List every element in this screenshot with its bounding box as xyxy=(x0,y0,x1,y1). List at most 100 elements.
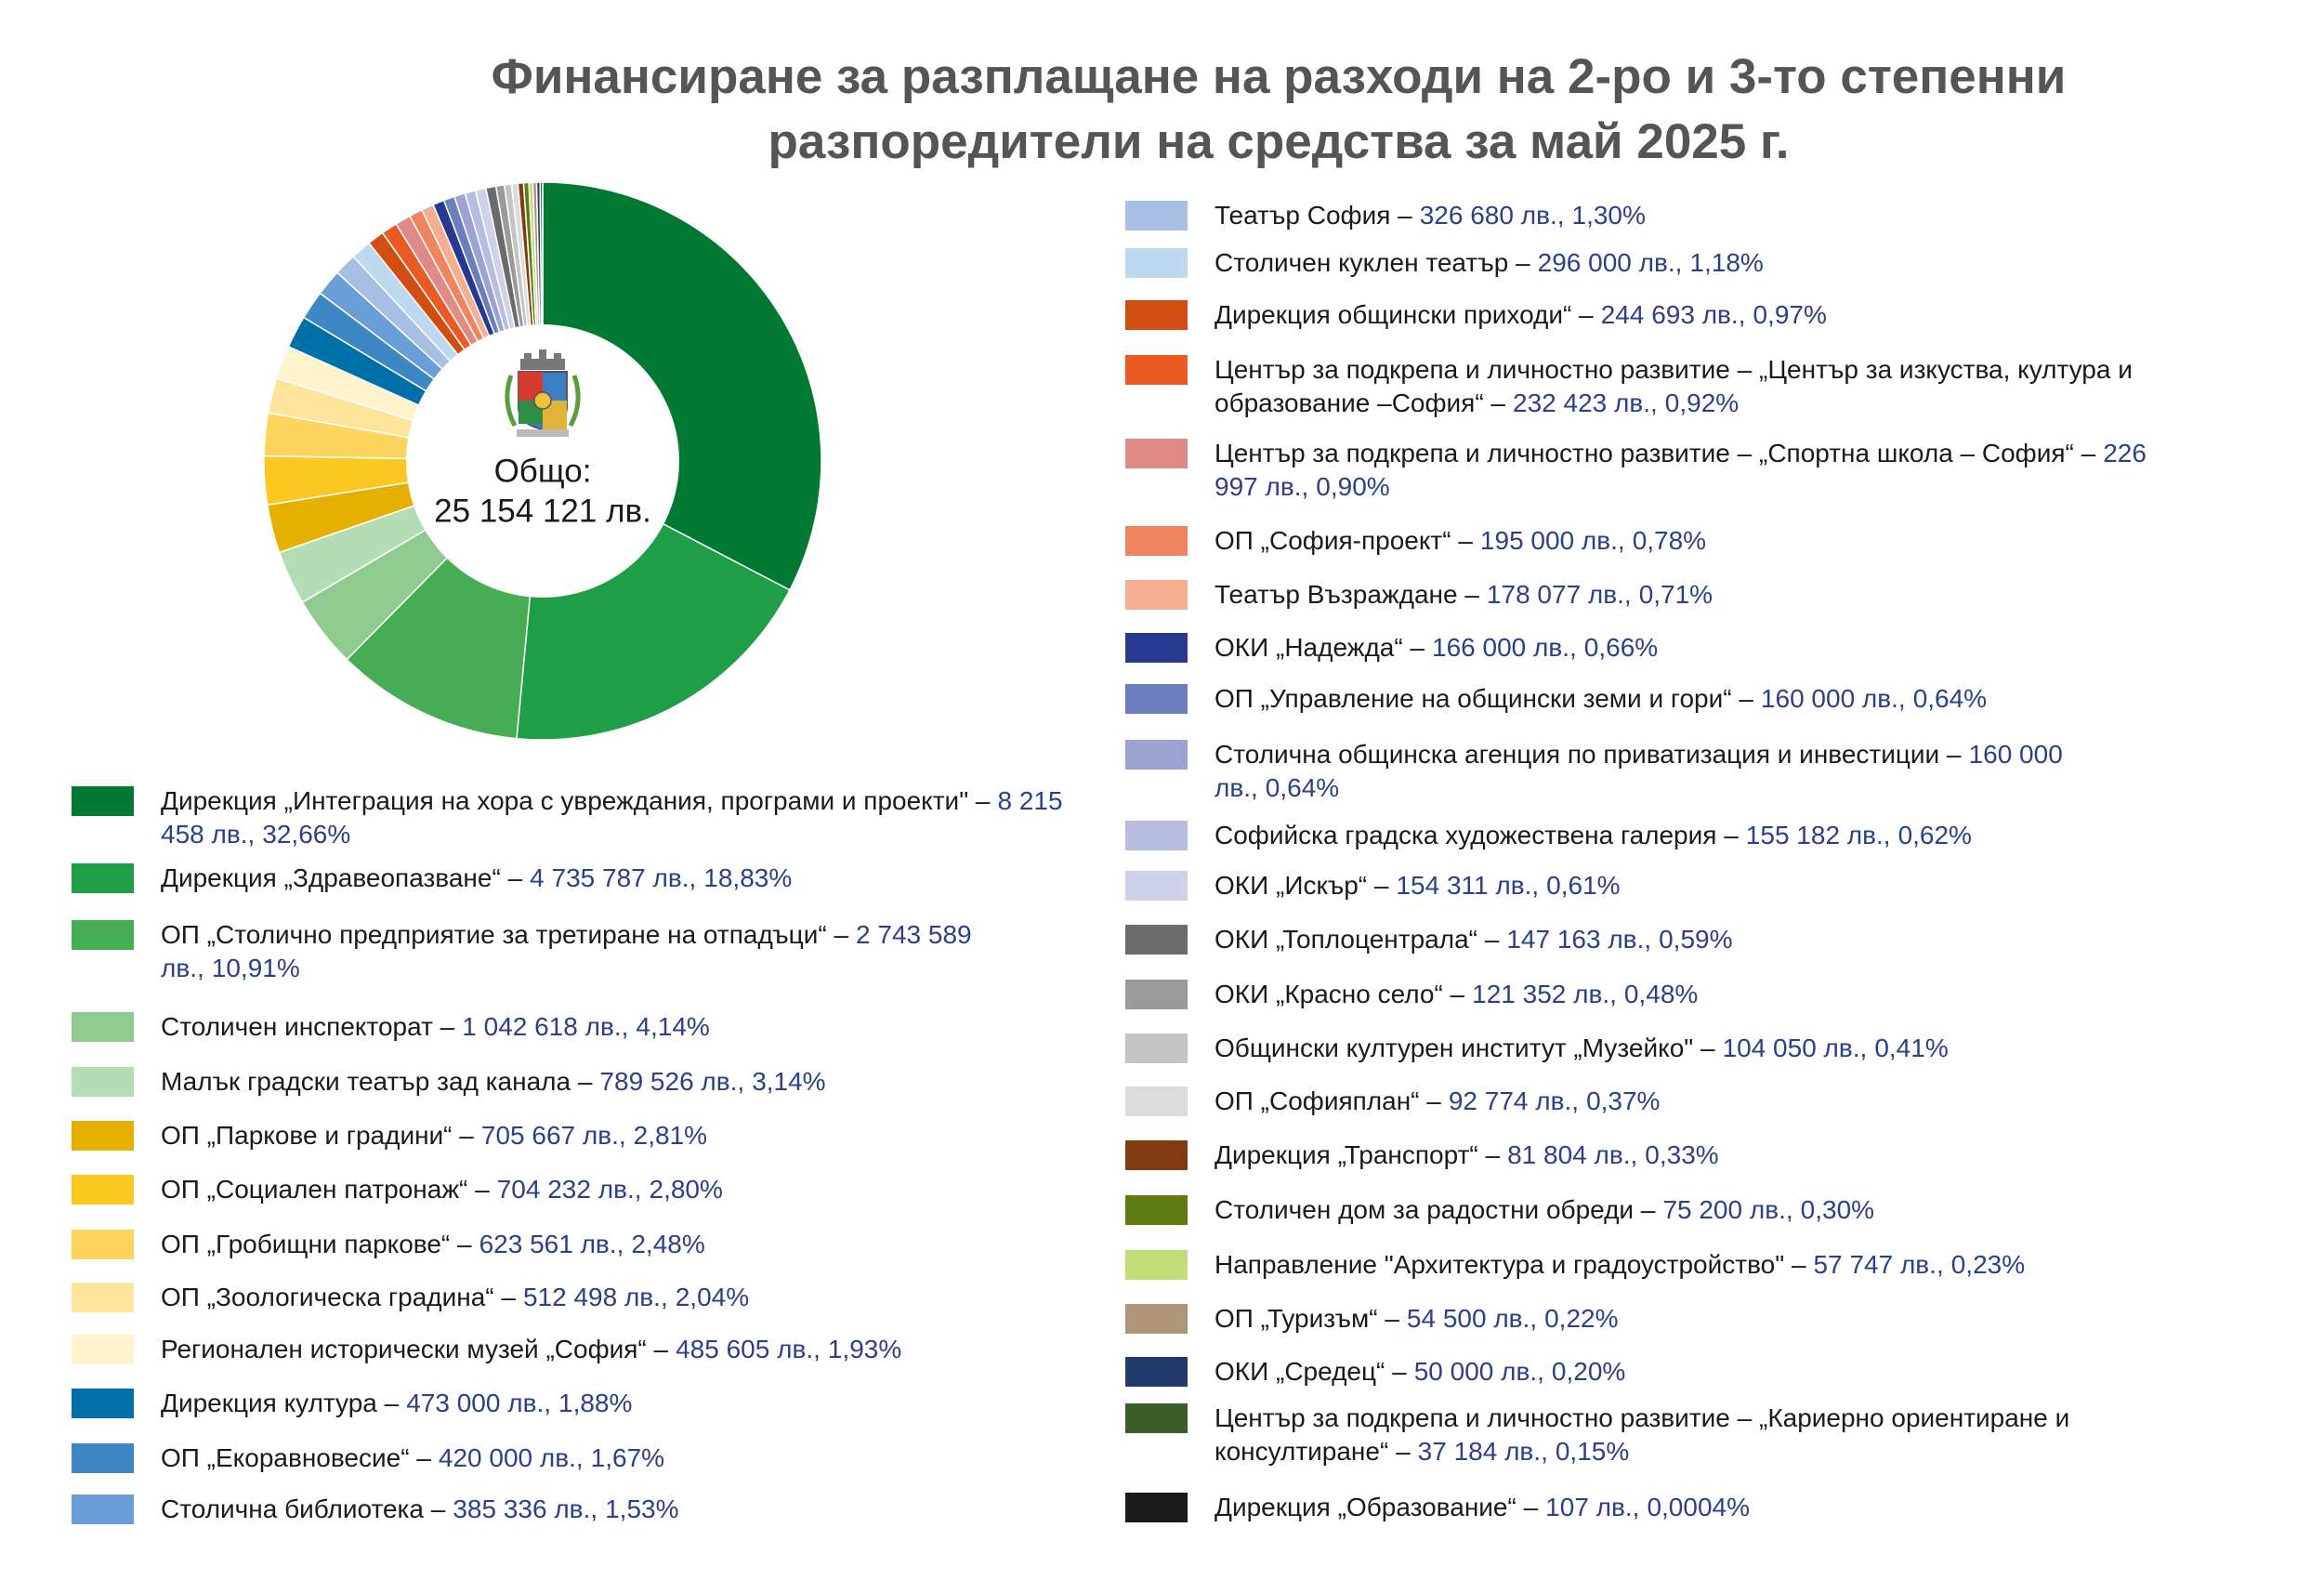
legend-text: Малък градски театър зад канала –789 526… xyxy=(161,1065,1099,1099)
percent-label: 1,93% xyxy=(827,1335,902,1364)
legend-swatch xyxy=(72,786,134,816)
value-label: 326 680 лв., xyxy=(1419,200,1565,230)
percent-label: 0,64% xyxy=(1265,773,1340,803)
legend-name: Общински културен институт „Музейко" – xyxy=(1215,1033,1715,1062)
value-label: 75 200 лв., xyxy=(1662,1195,1793,1224)
legend-text: Дирекция „Здравеопазване“ –4 735 787 лв.… xyxy=(161,862,1099,895)
value-label: 166 000 лв., xyxy=(1432,633,1577,663)
percent-label: 32,66% xyxy=(262,820,351,849)
legend-swatch xyxy=(1125,579,1188,610)
legend-name: ОП „Столично предприятие за третиране на… xyxy=(161,920,849,949)
legend-text: ОП „Екоравновесие“ –420 000 лв., 1,67% xyxy=(161,1442,1099,1475)
value-label: 705 667 лв., xyxy=(480,1121,626,1150)
legend-text: Театър Възраждане –178 077 лв., 0,71% xyxy=(1215,578,2162,612)
legend-swatch xyxy=(72,1494,134,1524)
legend-text: Център за подкрепа и личностно развитие … xyxy=(1215,353,2162,420)
legend-swatch xyxy=(1125,1357,1188,1388)
percent-label: 0,37% xyxy=(1586,1086,1661,1116)
value-label: 296 000 лв., xyxy=(1537,247,1683,277)
value-label: 107 лв., xyxy=(1545,1493,1640,1521)
legend-text: Столичен дом за радостни обреди –75 200 … xyxy=(1215,1193,2162,1227)
legend-text: ОКИ „Топлоцентрала“ –147 163 лв., 0,59% xyxy=(1215,923,2162,956)
legend-name: Столична библиотека – xyxy=(161,1494,446,1523)
legend-swatch xyxy=(72,1067,134,1098)
legend-swatch xyxy=(72,1012,134,1043)
legend-swatch xyxy=(1125,247,1188,278)
percent-label: 0,92% xyxy=(1664,388,1740,417)
legend-name: ОП „София-проект“ – xyxy=(1215,526,1473,555)
legend-text: Софийска градска художествена галерия –1… xyxy=(1215,819,2162,852)
percent-label: 0,41% xyxy=(1874,1033,1949,1062)
legend-swatch xyxy=(1125,299,1188,330)
chart: Общо: 25 154 121 лв. xyxy=(263,181,822,741)
legend-name: Дирекция „Здравеопазване“ – xyxy=(161,863,523,893)
legend-name: Столичен куклен театър – xyxy=(1215,247,1530,277)
legend-name: Театър Възраждане – xyxy=(1215,579,1479,609)
value-label: 195 000 лв., xyxy=(1479,526,1625,555)
percent-label: 1,67% xyxy=(590,1443,665,1473)
legend-name: ОКИ „Топлоцентрала“ – xyxy=(1215,924,1500,954)
legend-text: Дирекция култура –473 000 лв., 1,88% xyxy=(161,1387,1099,1420)
legend-swatch xyxy=(1125,633,1188,664)
legend-name: Център за подкрепа и личностно развитие … xyxy=(1215,355,2133,417)
legend-swatch xyxy=(1125,980,1188,1009)
legend-name: ОП „Гробищни паркове“ – xyxy=(161,1229,472,1258)
legend-text: ОП „София-проект“ –195 000 лв., 0,78% xyxy=(1215,524,2162,558)
legend-swatch xyxy=(1125,1493,1188,1522)
value-label: 473 000 лв., xyxy=(406,1389,551,1417)
legend-text: Дирекция „Интеграция на хора с увреждани… xyxy=(161,784,1099,851)
legend-name: Център за подкрепа и личностно развитие … xyxy=(1215,1403,2070,1466)
legend-swatch xyxy=(1125,1250,1188,1281)
value-label: 121 352 лв., xyxy=(1472,980,1617,1008)
legend-text: ОП „Столично предприятие за третиране на… xyxy=(161,918,1099,985)
percent-label: 0,62% xyxy=(1897,820,1972,849)
legend-swatch xyxy=(1125,1303,1188,1334)
value-label: 244 693 лв., xyxy=(1600,299,1746,329)
legend-swatch xyxy=(1125,740,1188,770)
percent-label: 0,15% xyxy=(1555,1437,1630,1466)
percent-label: 10,91% xyxy=(211,954,300,982)
legend-text: Направление "Архитектура и градоустройст… xyxy=(1215,1248,2162,1282)
legend-name: ОП „Управление на общински земи и гори“ … xyxy=(1215,683,1753,713)
percent-label: 0,30% xyxy=(1800,1195,1875,1224)
legend-swatch xyxy=(72,1443,134,1474)
percent-label: 0,61% xyxy=(1546,871,1621,901)
legend-swatch xyxy=(1125,200,1188,230)
legend-name: Направление "Архитектура и градоустройст… xyxy=(1215,1250,1806,1280)
percent-label: 2,04% xyxy=(675,1283,750,1312)
legend-swatch xyxy=(72,1121,134,1151)
percent-label: 1,30% xyxy=(1571,200,1646,230)
value-label: 92 774 лв., xyxy=(1448,1086,1580,1116)
percent-label: 0,66% xyxy=(1583,633,1659,663)
legend-name: ОП „Социален патронаж“ – xyxy=(161,1174,490,1204)
percent-label: 0,22% xyxy=(1544,1303,1619,1333)
coat-of-arms xyxy=(505,349,581,437)
legend-swatch xyxy=(72,1335,134,1365)
center-total: 25 154 121 лв. xyxy=(434,493,651,529)
legend-swatch xyxy=(72,1229,134,1259)
value-label: 385 336 лв., xyxy=(453,1494,598,1523)
percent-label: 0,48% xyxy=(1623,980,1699,1008)
value-label: 623 561 лв., xyxy=(479,1229,624,1258)
legend-text: ОКИ „Искър“ –154 311 лв., 0,61% xyxy=(1215,869,2162,902)
legend-text: ОКИ „Красно село“ –121 352 лв., 0,48% xyxy=(1215,978,2162,1011)
legend-text: Център за подкрепа и личностно развитие … xyxy=(1215,437,2162,504)
legend-name: ОП „Екоравновесие“ – xyxy=(161,1443,431,1473)
legend-swatch xyxy=(1125,1139,1188,1170)
legend-name: Дирекция „Интеграция на хора с увреждани… xyxy=(161,786,991,815)
value-label: 2 743 589 лв., xyxy=(161,920,972,982)
percent-label: 1,88% xyxy=(558,1389,633,1417)
percent-label: 2,81% xyxy=(633,1121,708,1150)
legend-name: Столичен инспекторат – xyxy=(161,1012,455,1042)
legend-name: Малък градски театър зад канала – xyxy=(161,1067,593,1097)
legend-swatch xyxy=(1125,355,1188,385)
value-label: 704 232 лв., xyxy=(496,1174,642,1204)
percent-label: 0,90% xyxy=(1316,471,1390,501)
legend-name: Театър София – xyxy=(1215,200,1412,230)
legend-name: Столична общинска агенция по приватизаци… xyxy=(1215,740,1962,770)
legend-name: Софийска градска художествена галерия – xyxy=(1215,820,1739,849)
value-label: 104 050 лв., xyxy=(1722,1033,1868,1062)
legend-swatch xyxy=(72,1283,134,1313)
value-label: 50 000 лв., xyxy=(1413,1357,1544,1387)
